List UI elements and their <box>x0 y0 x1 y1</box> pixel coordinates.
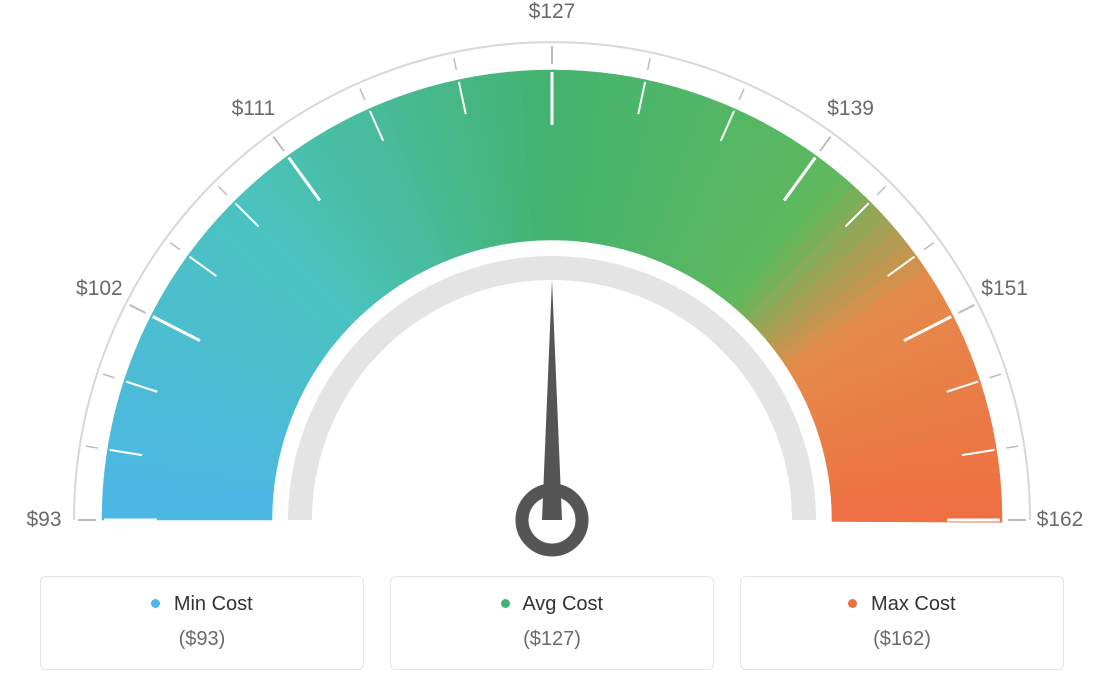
legend-dot-max <box>848 599 857 608</box>
scale-label: $111 <box>232 97 276 121</box>
legend-card-avg: Avg Cost ($127) <box>390 576 714 670</box>
gauge-area: $93 $102 $111 $127 $139 $151 $162 <box>0 0 1104 560</box>
scale-label: $93 <box>26 508 61 532</box>
scale-label: $139 <box>827 97 874 121</box>
scale-label: $102 <box>76 277 123 301</box>
legend-dot-min <box>151 599 160 608</box>
legend-value-max: ($162) <box>751 628 1053 651</box>
cost-gauge-chart: $93 $102 $111 $127 $139 $151 $162 Min Cost ($9… <box>0 0 1104 690</box>
scale-label: $127 <box>529 0 576 24</box>
scale-label: $162 <box>1037 508 1084 532</box>
gauge-svg <box>0 0 1104 560</box>
legend-card-min: Min Cost ($93) <box>40 576 364 670</box>
legend-title-max: Max Cost <box>751 593 1053 616</box>
scale-label: $151 <box>981 277 1028 301</box>
legend-dot-avg <box>501 599 510 608</box>
legend-card-max: Max Cost ($162) <box>740 576 1064 670</box>
legend-label-min: Min Cost <box>174 593 253 615</box>
legend-row: Min Cost ($93) Avg Cost ($127) Max Cost … <box>40 576 1064 670</box>
legend-title-min: Min Cost <box>51 593 353 616</box>
legend-label-avg: Avg Cost <box>522 593 603 615</box>
legend-value-avg: ($127) <box>401 628 703 651</box>
legend-value-min: ($93) <box>51 628 353 651</box>
legend-label-max: Max Cost <box>871 593 955 615</box>
legend-title-avg: Avg Cost <box>401 593 703 616</box>
